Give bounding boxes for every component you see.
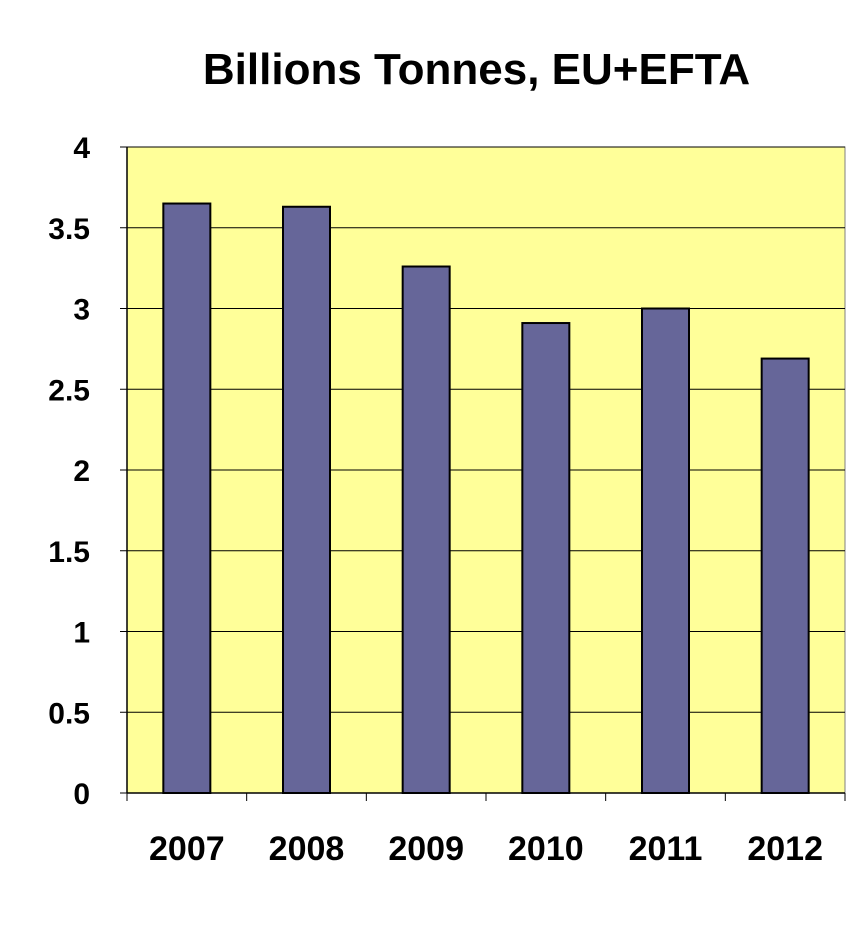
y-tick-label: 4 [73, 132, 90, 165]
y-tick-label: 0 [73, 778, 90, 811]
bar-2009 [401, 265, 451, 794]
chart-title: Billions Tonnes, EU+EFTA [202, 45, 751, 94]
bar-2008 [282, 205, 331, 794]
x-tick-label: 2011 [629, 830, 703, 868]
bar-2012 [760, 357, 810, 794]
x-tick-label: 2010 [508, 830, 584, 868]
y-tick-label: 1 [73, 617, 90, 650]
x-tick-label: 2008 [269, 830, 345, 868]
y-tick-label: 3.5 [48, 213, 90, 246]
y-tick-label: 3 [73, 294, 90, 327]
bar-2007 [162, 202, 212, 794]
x-tick-label: 2007 [149, 830, 225, 868]
y-tick-label: 2.5 [48, 374, 90, 407]
x-tick-label: 2012 [747, 830, 823, 868]
bar-2010 [521, 322, 571, 794]
x-tick-label: 2009 [388, 830, 464, 868]
y-tick-label: 0.5 [48, 697, 90, 730]
y-tick-label: 1.5 [48, 536, 90, 569]
y-tick-label: 2 [73, 455, 90, 488]
bar-2011 [641, 307, 690, 794]
